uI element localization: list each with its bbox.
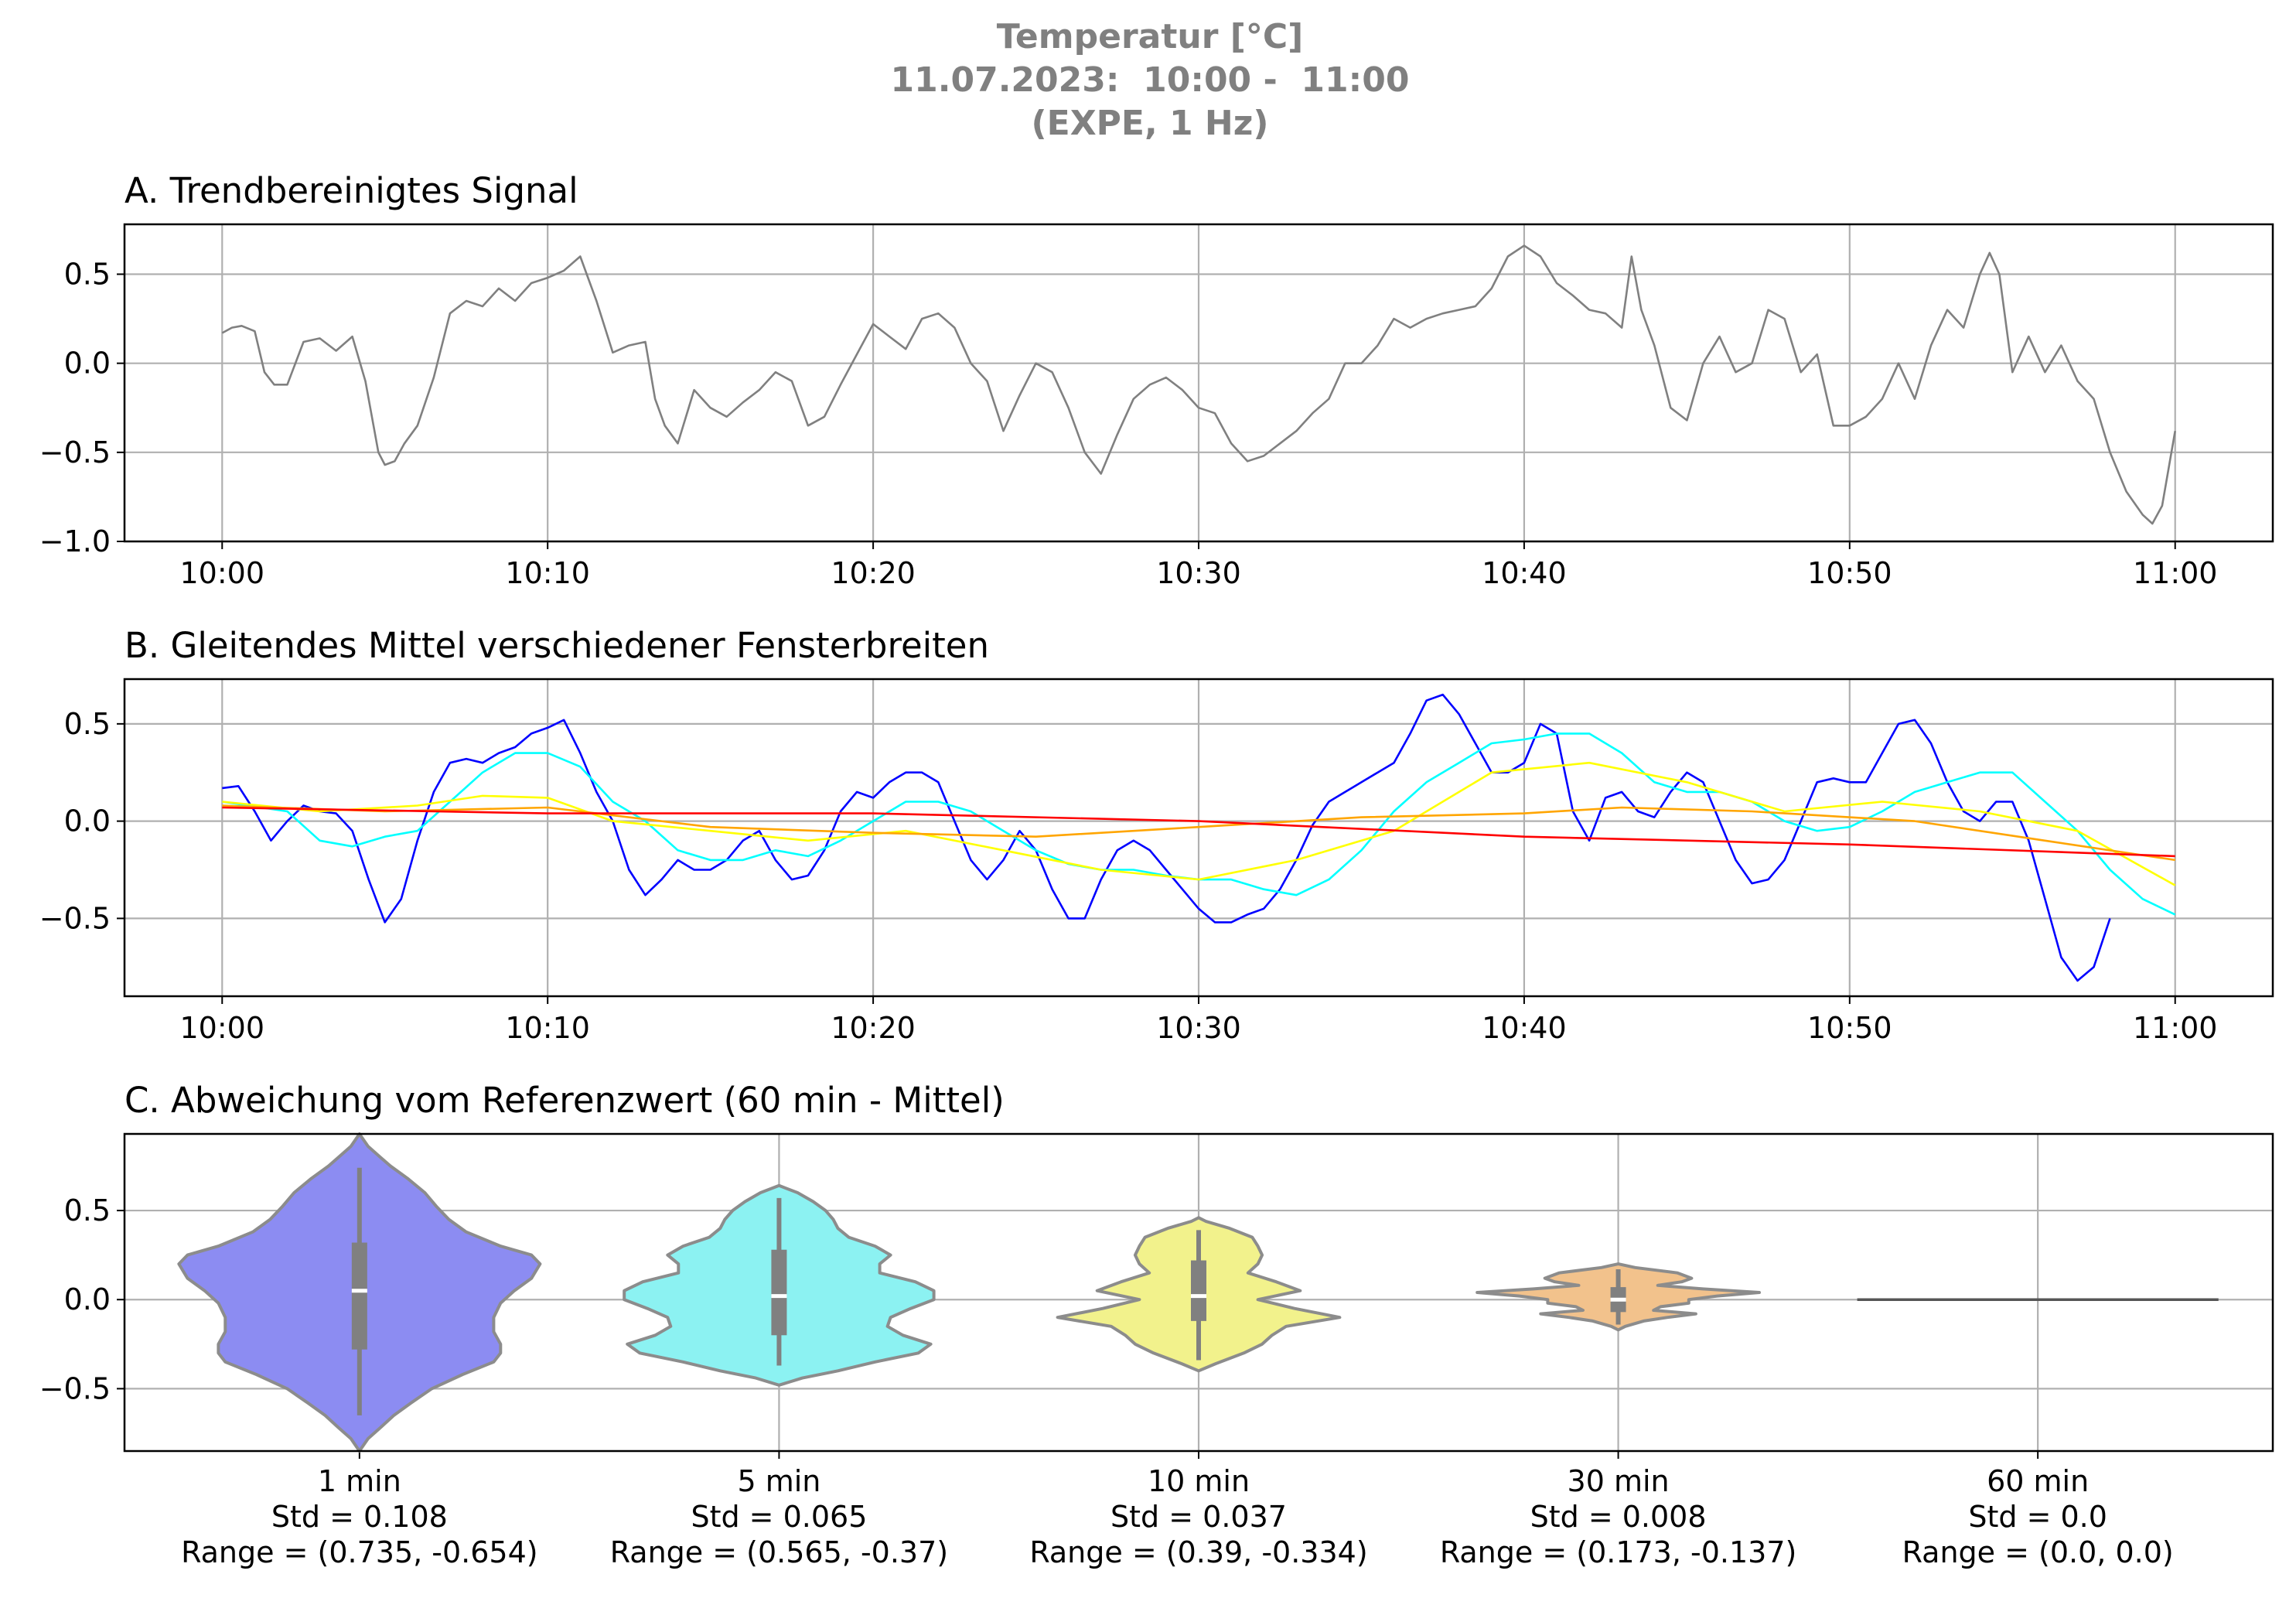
violin-10-min	[1056, 1216, 1342, 1373]
category-range: Range = (0.565, -0.37)	[610, 1535, 948, 1569]
y-tick-label: 0.0	[64, 347, 111, 381]
category-label: 10 min	[1148, 1464, 1250, 1498]
x-tick-label: 10:30	[1156, 556, 1241, 590]
category-std: Std = 0.108	[271, 1500, 448, 1534]
axes-frame	[123, 223, 2274, 543]
x-tick-label: 10:20	[831, 556, 916, 590]
category-range: Range = (0.0, 0.0)	[1902, 1535, 2174, 1569]
series-line-4	[222, 806, 2175, 858]
y-tick-label: 0.0	[64, 804, 111, 838]
y-tick-label: 0.5	[64, 707, 111, 741]
y-tick-label: −0.5	[39, 901, 111, 935]
axes-frame	[123, 678, 2274, 998]
x-tick-label: 10:30	[1156, 1011, 1241, 1045]
x-tick-label: 10:40	[1482, 556, 1567, 590]
panel-c-deviation-violins: C. Abweichung vom Referenzwert (60 min -…	[39, 1080, 2274, 1569]
y-tick-label: 0.0	[64, 1282, 111, 1316]
category-label: 60 min	[1987, 1464, 2089, 1498]
category-range: Range = (0.173, -0.137)	[1440, 1535, 1797, 1569]
category-range: Range = (0.39, -0.334)	[1029, 1535, 1367, 1569]
panel-b-moving-averages: B. Gleitendes Mittel verschiedener Fenst…	[39, 625, 2274, 1045]
category-std: Std = 0.008	[1530, 1500, 1707, 1534]
x-tick-label: 11:00	[2133, 556, 2218, 590]
figure-title: Temperatur [°C] 11.07.2023: 10:00 - 11:0…	[891, 17, 1410, 143]
title-line-2: 11.07.2023: 10:00 - 11:00	[891, 60, 1410, 100]
category-std: Std = 0.065	[691, 1500, 867, 1534]
panel-b-title: B. Gleitendes Mittel verschiedener Fenst…	[125, 625, 989, 666]
panel-a-detrended-signal: A. Trendbereinigtes Signal 10:00 10:10 10:…	[39, 170, 2274, 590]
y-tick-label: 0.5	[64, 1193, 111, 1228]
y-tick-label: −1.0	[39, 524, 111, 558]
y-tick-label: −0.5	[39, 1371, 111, 1405]
x-tick-label: 10:00	[180, 556, 265, 590]
series-lines	[222, 693, 2176, 982]
y-tick-label: 0.5	[64, 257, 111, 291]
violin-box	[351, 1242, 367, 1350]
category-label: 30 min	[1568, 1464, 1670, 1498]
category-std: Std = 0.0	[1968, 1500, 2107, 1534]
violin-30-min	[1476, 1262, 1761, 1332]
violin-box	[1191, 1260, 1206, 1321]
panel-grid	[117, 679, 2273, 1004]
x-tick-label: 10:10	[505, 556, 590, 590]
x-tick-label: 10:20	[831, 1011, 916, 1045]
x-tick-label: 10:10	[505, 1011, 590, 1045]
violin-box	[771, 1249, 787, 1336]
panel-a-title: A. Trendbereinigtes Signal	[125, 170, 578, 211]
panel-grid	[117, 224, 2273, 549]
category-range: Range = (0.735, -0.654)	[181, 1535, 538, 1569]
violin-1-min	[177, 1132, 542, 1453]
series-line-1	[222, 732, 2176, 916]
violin-5-min	[623, 1183, 936, 1387]
x-tick-label: 10:50	[1807, 1011, 1892, 1045]
category-label: 1 min	[318, 1464, 401, 1498]
series-lines	[221, 244, 2176, 525]
series-line-0	[221, 244, 2176, 525]
x-tick-label: 11:00	[2133, 1011, 2218, 1045]
panel-c-title: C. Abweichung vom Referenzwert (60 min -…	[125, 1080, 1005, 1121]
series-line-3	[222, 804, 2175, 862]
x-tick-label: 10:50	[1807, 556, 1892, 590]
title-line-1: Temperatur [°C]	[997, 17, 1303, 56]
category-std: Std = 0.037	[1110, 1500, 1287, 1534]
category-label: 5 min	[737, 1464, 820, 1498]
series-line-0	[222, 693, 2111, 982]
x-tick-label: 10:40	[1482, 1011, 1567, 1045]
title-line-3: (EXPE, 1 Hz)	[1032, 104, 1269, 143]
axes-frame	[123, 1132, 2274, 1453]
series-line-2	[222, 761, 2176, 886]
y-tick-label: −0.5	[39, 435, 111, 469]
x-tick-label: 10:00	[180, 1011, 265, 1045]
